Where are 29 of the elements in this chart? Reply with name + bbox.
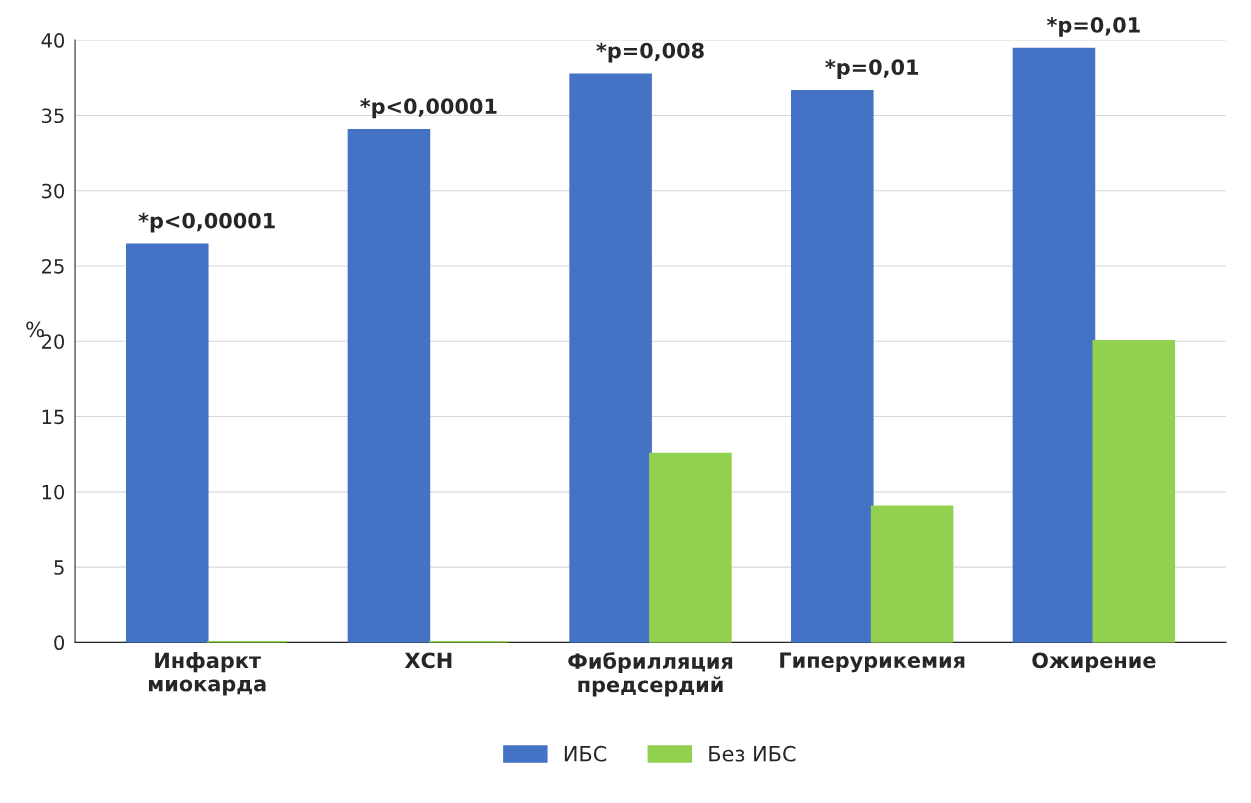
y-tick-label: 0	[54, 635, 65, 651]
legend-label: Без ИБС	[709, 745, 796, 762]
bar	[870, 505, 954, 643]
y-axis-title: %	[26, 321, 44, 338]
annotation: *p=0,01	[1046, 17, 1140, 37]
annotation: *p=0,01	[825, 59, 919, 80]
bar	[569, 73, 652, 643]
x-tick-label: ХСН	[404, 652, 452, 669]
bar	[347, 129, 431, 643]
y-tick-label: 30	[42, 183, 65, 199]
bar	[649, 452, 732, 643]
annotation: *p<0,00001	[138, 212, 275, 233]
x-tick-label: Ожирение	[1032, 652, 1156, 673]
annotation: *p<0,00001	[360, 98, 497, 119]
y-tick-label: 10	[42, 484, 65, 500]
x-tick-label: Фибрилляция предсердий	[568, 652, 733, 697]
legend-label: ИБС	[564, 745, 607, 762]
y-tick-label: 40	[41, 33, 65, 48]
y-tick-label: 15	[42, 409, 64, 425]
bar	[125, 243, 209, 643]
x-tick-label: Гиперурикемия	[780, 652, 965, 673]
y-tick-label: 5	[54, 560, 64, 575]
bar	[1092, 339, 1176, 643]
annotation: *p=0,008	[596, 42, 704, 63]
x-tick-label: Инфаркт миокарда	[148, 652, 266, 696]
y-tick-label: 20	[42, 334, 65, 349]
y-tick-label: 25	[42, 258, 64, 274]
bar	[791, 89, 874, 643]
y-tick-label: 35	[42, 108, 64, 124]
